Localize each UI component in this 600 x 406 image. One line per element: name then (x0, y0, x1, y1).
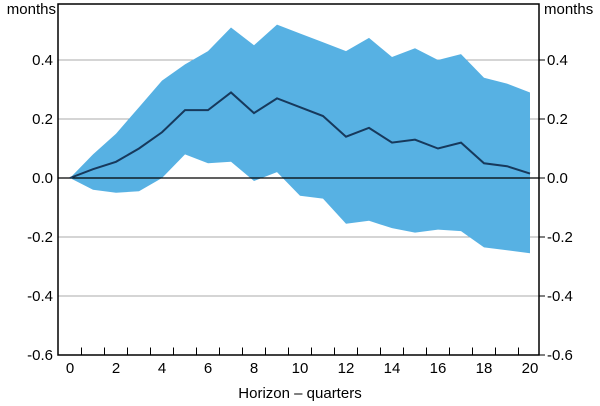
plot-frame-rect (57, 3, 540, 356)
x-tick-label: 10 (292, 360, 309, 377)
confidence-band-area (70, 24, 530, 254)
y-axis-tick-labels-left: 0.4 0.2 0.0 -0.2 -0.4 -0.6 (27, 52, 53, 364)
point-estimate-path (69, 91, 531, 179)
x-tick-label: 20 (522, 360, 539, 377)
y-tick-label-left: 0.4 (32, 52, 53, 69)
x-tick-label: 12 (338, 360, 355, 377)
plot-frame (57, 3, 540, 356)
x-tick-label: 4 (158, 360, 166, 377)
y-tick-label-right: -0.2 (547, 229, 573, 246)
y-tick-label-left: 0.0 (32, 170, 53, 187)
y-tick-label-right: 0.2 (547, 111, 568, 128)
y-axis-unit-right: months (544, 1, 593, 18)
y-axis-ticks-right (539, 59, 545, 356)
x-tick-label: 6 (204, 360, 212, 377)
y-tick-label-right: -0.4 (547, 288, 573, 305)
x-tick-label: 2 (112, 360, 120, 377)
y-axis-tick-labels-right: 0.4 0.2 0.0 -0.2 -0.4 -0.6 (547, 52, 573, 364)
y-tick-label-left: -0.6 (27, 347, 53, 364)
x-axis-ticks (81, 347, 519, 355)
y-axis-unit-left: months (7, 1, 56, 18)
y-tick-label-right: 0.4 (547, 52, 568, 69)
x-tick-label: 14 (384, 360, 401, 377)
y-tick-label-left: -0.4 (27, 288, 53, 305)
x-axis-tick-labels: 0 2 4 6 8 10 12 14 16 18 20 (66, 360, 539, 377)
point-estimate-line (69, 91, 531, 179)
confidence-band (70, 24, 530, 254)
y-tick-label-right: 0.0 (547, 170, 568, 187)
x-tick-label: 0 (66, 360, 74, 377)
y-tick-label-right: -0.6 (547, 347, 573, 364)
x-tick-label: 8 (250, 360, 258, 377)
y-tick-label-left: -0.2 (27, 229, 53, 246)
x-axis-title: Horizon – quarters (238, 385, 361, 402)
x-tick-label: 16 (430, 360, 447, 377)
x-tick-label: 18 (476, 360, 493, 377)
y-tick-label-left: 0.2 (32, 111, 53, 128)
